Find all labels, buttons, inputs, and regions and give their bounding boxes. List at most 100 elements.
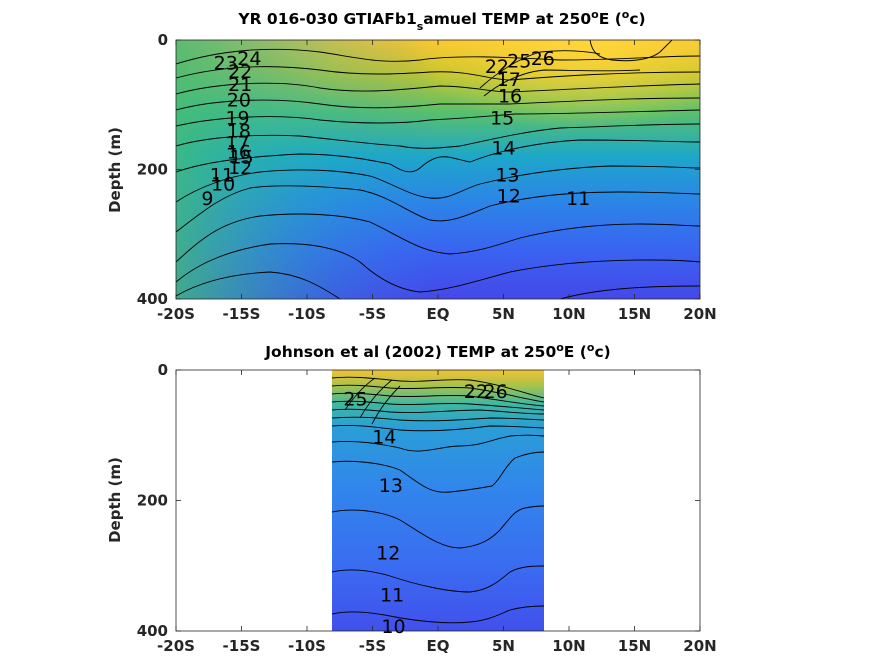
panel-2-field — [332, 370, 544, 631]
panel-1-title-degree-2: o — [622, 8, 630, 21]
panel-2-contour — [359, 379, 393, 419]
panel-2-x-tick-label: 5N — [492, 637, 515, 655]
panel-1-contour — [176, 213, 700, 263]
panel-1-y-tick-label: 200 — [137, 161, 168, 179]
panel-1-contour-label: 26 — [531, 48, 555, 70]
panel-2-contour — [332, 434, 544, 452]
panel-2-x-tick-label: -20S — [157, 637, 195, 655]
panel-2-contour-label: 12 — [376, 543, 400, 565]
panel-2-title-main: Johnson et al (2002) TEMP at 250 — [264, 343, 556, 361]
panel-2-contour — [332, 392, 544, 407]
panel-2-y-tick-label: 200 — [137, 492, 168, 510]
panel-1-contour-label: 22 — [228, 61, 252, 83]
panel-1-x-axis: -20S -15S -10S -5S EQ 5N 10N 15N 20N — [157, 40, 717, 323]
panel-2-colorfield — [332, 370, 544, 631]
panel-1-contour — [483, 69, 641, 97]
panel-2-contour — [371, 385, 401, 425]
panel-2-contour — [332, 376, 544, 399]
panel-1-contour — [176, 271, 341, 299]
panel-2-x-tick-label: -10S — [288, 637, 326, 655]
panel-2-ylabel: Depth (m) — [106, 457, 124, 543]
panel-2-title-end: c) — [594, 343, 610, 361]
panel-2-contour — [332, 451, 544, 493]
panel-1-x-tick-label: 5N — [492, 305, 515, 323]
panel-2-y-axis: 0 200 400 — [137, 361, 700, 640]
panel-1-contour-label: 18 — [227, 121, 251, 143]
panel-2-contour-label: 10 — [381, 616, 405, 638]
panel-2-y-tick-label: 400 — [137, 622, 168, 640]
panel-1-contour — [176, 66, 700, 81]
panel-1-x-tick-label: -20S — [157, 305, 195, 323]
panel-2-x-tick-label: EQ — [427, 637, 450, 655]
panel-observations: Johnson et al (2002) TEMP at 250oE (oc) — [106, 341, 717, 655]
panel-1-title-end: c) — [629, 10, 645, 28]
panel-2-contour — [332, 505, 544, 549]
panel-1-contour-label: 15 — [229, 147, 253, 169]
panel-1-y-axis: 0 200 400 — [137, 31, 700, 308]
panel-1-contour-label: 24 — [237, 48, 261, 70]
panel-1-x-tick-label: 10N — [552, 305, 585, 323]
panel-2-x-tick-label: 15N — [618, 637, 651, 655]
panel-2-contour-label: 11 — [380, 584, 404, 606]
panel-1-contour-label: 12 — [497, 185, 521, 207]
panel-1-x-tick-label: -10S — [288, 305, 326, 323]
panel-2-x-tick-label: -15S — [223, 637, 261, 655]
panel-1-title-rest: amuel TEMP at 250 — [423, 10, 591, 28]
panel-2-contour — [332, 425, 544, 432]
panel-2-title: Johnson et al (2002) TEMP at 250oE (oc) — [264, 341, 610, 361]
panel-1-x-tick-label: -15S — [223, 305, 261, 323]
panel-1-contour-label: 25 — [507, 51, 531, 73]
panel-1-contour — [176, 48, 700, 65]
panel-2-title-degree: o — [556, 341, 564, 354]
panel-2-contour — [332, 400, 544, 411]
panel-2-contour-lines — [332, 376, 544, 624]
panel-2-contour-label: 26 — [484, 381, 508, 403]
panel-1-contour — [176, 185, 700, 233]
panel-2-contour — [344, 377, 376, 411]
panel-1-contour-label: 19 — [225, 108, 249, 130]
panel-1-title-main: YR 016-030 GTIAFb1 — [237, 10, 416, 28]
panel-1-x-tick-label: EQ — [427, 305, 450, 323]
panel-1-contour — [559, 285, 700, 299]
panel-1-contour-labels: 2423222120191817161512111092625221716151… — [201, 48, 590, 210]
panel-1-x-tick-label: -5S — [359, 305, 386, 323]
panel-2-contour-label: 14 — [372, 427, 396, 449]
panel-2-title-unit: E ( — [564, 343, 587, 361]
panel-1-contour-label: 13 — [495, 165, 519, 187]
panel-1-contour-lines — [176, 40, 700, 299]
panel-2-x-axis: -20S -15S -10S -5S EQ 5N 10N 15N 20N — [157, 370, 717, 655]
panel-1-contour-label: 21 — [228, 74, 252, 96]
panel-2-x-tick-label: 10N — [552, 637, 585, 655]
panel-1-x-tick-label: 15N — [618, 305, 651, 323]
panel-1-contour — [176, 97, 700, 111]
panel-2-contour — [332, 565, 544, 593]
panel-1-contour — [479, 50, 601, 89]
panel-1-contour — [176, 82, 700, 95]
panel-2-title-degree-2: o — [587, 341, 595, 354]
panel-1-contour-label: 17 — [497, 69, 521, 91]
panel-1-x-tick-label: 20N — [683, 305, 716, 323]
panel-2-contour-label: 25 — [343, 389, 367, 411]
panel-1-contour — [176, 243, 700, 293]
panel-2-x-tick-label: 20N — [683, 637, 716, 655]
panel-1-contour — [176, 123, 700, 149]
panel-1-contour-label: 22 — [485, 56, 509, 78]
panel-1-contour — [176, 139, 700, 173]
panel-1-contour-label: 16 — [227, 141, 251, 163]
panel-1-contour-label: 16 — [498, 86, 522, 108]
panel-2-contour — [332, 384, 544, 403]
panel-1-contour-label: 12 — [228, 157, 252, 179]
panel-1-contour-label: 11 — [566, 188, 590, 210]
panel-1-title: YR 016-030 GTIAFb1samuel TEMP at 250oE (… — [237, 8, 645, 33]
panel-1-contour-label: 17 — [225, 132, 249, 154]
panel-2-x-tick-label: -5S — [359, 637, 386, 655]
panel-1-contour-label: 15 — [490, 108, 514, 130]
panel-1-contour-label: 14 — [491, 137, 515, 159]
panel-2-y-tick-label: 0 — [158, 361, 168, 379]
panel-1-title-subscript: s — [417, 20, 424, 33]
panel-1-contour — [176, 165, 700, 203]
panel-2-contour — [332, 605, 544, 624]
panel-1-ylabel: Depth (m) — [106, 127, 124, 213]
